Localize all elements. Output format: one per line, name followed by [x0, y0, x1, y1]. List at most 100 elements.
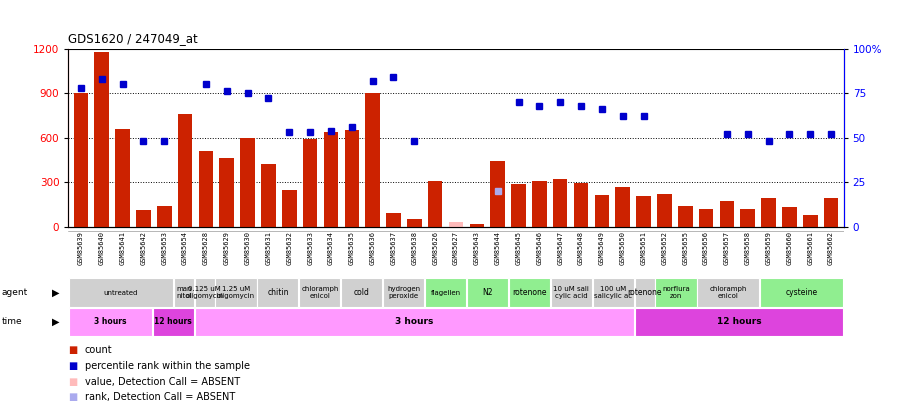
Bar [344, 130, 359, 227]
Bar [634, 278, 654, 307]
Text: GSM85634: GSM85634 [328, 231, 333, 265]
Bar [323, 132, 338, 227]
Text: 3 hours: 3 hours [94, 318, 127, 326]
Text: GSM85647: GSM85647 [557, 231, 563, 265]
Bar [173, 278, 193, 307]
Text: GSM85637: GSM85637 [390, 231, 396, 265]
Bar [802, 215, 816, 227]
Bar [466, 278, 507, 307]
Text: 12 hours: 12 hours [716, 318, 761, 326]
Text: GSM85641: GSM85641 [119, 231, 126, 265]
Bar [740, 209, 754, 227]
Text: GSM85626: GSM85626 [432, 231, 437, 265]
Text: time: time [2, 318, 23, 326]
Text: GSM85657: GSM85657 [723, 231, 729, 265]
Text: hydrogen
peroxide: hydrogen peroxide [386, 286, 420, 299]
Bar [594, 195, 609, 227]
Bar [490, 162, 505, 227]
Bar [425, 278, 466, 307]
Bar [241, 138, 255, 227]
Text: GSM85642: GSM85642 [140, 231, 147, 265]
Text: GSM85646: GSM85646 [536, 231, 542, 265]
Bar [469, 224, 484, 227]
Text: GSM85656: GSM85656 [702, 231, 708, 265]
Bar [341, 278, 382, 307]
Text: ▶: ▶ [52, 317, 59, 327]
Bar [281, 190, 296, 227]
Bar [552, 179, 567, 227]
Text: GSM85631: GSM85631 [265, 231, 271, 265]
Bar [385, 213, 400, 227]
Text: untreated: untreated [104, 290, 138, 296]
Text: ▶: ▶ [52, 288, 59, 298]
Bar [194, 308, 633, 336]
Bar [698, 209, 712, 227]
Text: count: count [85, 345, 112, 355]
Text: GSM85638: GSM85638 [411, 231, 417, 265]
Text: GSM85632: GSM85632 [286, 231, 292, 265]
Bar [302, 139, 317, 227]
Text: flagellen: flagellen [430, 290, 460, 296]
Text: GSM85627: GSM85627 [453, 231, 458, 265]
Text: ■: ■ [68, 361, 77, 371]
Text: 100 uM
salicylic ac: 100 uM salicylic ac [593, 286, 631, 299]
Bar [573, 183, 588, 227]
Text: GSM85636: GSM85636 [369, 231, 375, 265]
Text: GSM85650: GSM85650 [619, 231, 625, 265]
Text: norflura
zon: norflura zon [661, 286, 689, 299]
Text: 10 uM sali
cylic acid: 10 uM sali cylic acid [553, 286, 589, 299]
Bar [761, 198, 775, 227]
Bar [157, 206, 171, 227]
Text: 12 hours: 12 hours [154, 318, 192, 326]
Bar [782, 207, 796, 227]
Bar [299, 278, 340, 307]
Bar [531, 181, 546, 227]
Text: GSM85628: GSM85628 [203, 231, 209, 265]
Text: GSM85643: GSM85643 [474, 231, 479, 265]
Text: chloramph
enicol: chloramph enicol [301, 286, 338, 299]
Text: GDS1620 / 247049_at: GDS1620 / 247049_at [68, 32, 198, 45]
Text: GSM85660: GSM85660 [785, 231, 792, 265]
Text: rank, Detection Call = ABSENT: rank, Detection Call = ABSENT [85, 392, 235, 402]
Bar [636, 196, 650, 227]
Text: GSM85640: GSM85640 [98, 231, 105, 265]
Text: ■: ■ [68, 377, 77, 386]
Text: 0.125 uM
oligomycin: 0.125 uM oligomycin [185, 286, 223, 299]
Bar [760, 278, 843, 307]
Bar [68, 278, 172, 307]
Text: cold: cold [353, 288, 369, 297]
Bar [115, 129, 129, 227]
Text: GSM85655: GSM85655 [681, 231, 688, 265]
Text: chloramph
enicol: chloramph enicol [709, 286, 746, 299]
Bar [68, 308, 151, 336]
Text: GSM85635: GSM85635 [348, 231, 354, 265]
Text: GSM85645: GSM85645 [515, 231, 521, 265]
Text: chitin: chitin [267, 288, 289, 297]
Text: 3 hours: 3 hours [394, 318, 433, 326]
Text: N2: N2 [482, 288, 492, 297]
Bar [261, 164, 275, 227]
Bar [383, 278, 424, 307]
Bar [406, 220, 421, 227]
Bar [550, 278, 591, 307]
Bar [615, 187, 630, 227]
Bar [220, 158, 234, 227]
Bar [194, 278, 214, 307]
Text: agent: agent [2, 288, 28, 297]
Bar [677, 206, 691, 227]
Text: GSM85649: GSM85649 [599, 231, 604, 265]
Bar [95, 51, 109, 227]
Text: ■: ■ [68, 345, 77, 355]
Bar [719, 201, 733, 227]
Text: GSM85661: GSM85661 [806, 231, 813, 265]
Text: GSM85662: GSM85662 [827, 231, 834, 265]
Bar [448, 222, 463, 227]
Text: GSM85653: GSM85653 [161, 231, 167, 265]
Bar [592, 278, 633, 307]
Text: man
nitol: man nitol [176, 286, 191, 299]
Bar [634, 308, 843, 336]
Bar [823, 198, 837, 227]
Bar [199, 151, 213, 227]
Bar [136, 211, 150, 227]
Bar [508, 278, 549, 307]
